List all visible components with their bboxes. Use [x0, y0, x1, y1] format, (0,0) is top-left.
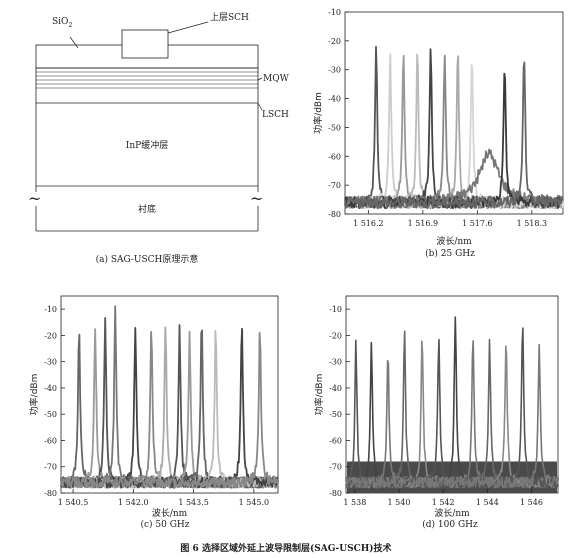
- sio2-label: SiO2: [52, 17, 72, 29]
- y-tick-label: -60: [328, 152, 341, 161]
- y-tick-label: -50: [328, 123, 341, 132]
- series-12-line: [345, 343, 559, 489]
- panel-d-caption: (d) 100 GHz: [422, 519, 478, 530]
- x-tick-label: 1 540.5: [58, 498, 89, 507]
- figure-caption: 图 6 选择区域外延上波导限制层(SAG-USCH)技术: [180, 542, 391, 554]
- y-tick-label: -30: [329, 358, 342, 367]
- panel-a-schematic: SiO2 上层SCH MQW LSCH InP缓冲层 衬底 ~ ~ (a) SA…: [28, 12, 290, 265]
- x-tick-label: 1 517.6: [462, 219, 493, 228]
- y-axis-label: 功率/dBm: [28, 374, 40, 416]
- y-tick-label: -50: [44, 410, 57, 419]
- y-tick-label: -40: [44, 384, 57, 393]
- y-axis-label: 功率/dBm: [313, 374, 325, 416]
- y-tick-label: -70: [329, 463, 342, 472]
- y-tick-label: -10: [44, 305, 57, 314]
- y-tick-label: -70: [44, 463, 57, 472]
- y-tick-label: -70: [328, 181, 341, 190]
- x-tick-label: 1 516.2: [353, 219, 384, 228]
- y-tick-label: -10: [328, 8, 341, 17]
- y-tick-label: -60: [329, 436, 342, 445]
- y-tick-label: -20: [328, 37, 341, 46]
- x-tick-label: 1 545.0: [239, 498, 270, 507]
- y-tick-label: -80: [329, 489, 342, 498]
- substrate-label: 衬底: [138, 203, 156, 215]
- x-tick-label: 1 542.0: [118, 498, 149, 507]
- mqw-label: MQW: [263, 74, 290, 84]
- x-tick-label: 1 538: [343, 498, 366, 507]
- panel-c-chart: -10 -20 -30 -40 -50 -60 -70 -801 540.5 1 542.0 1 …: [28, 295, 279, 530]
- x-tick-label: 1 543.5: [178, 498, 209, 507]
- y-tick-label: -40: [329, 384, 342, 393]
- y-axis-label: 功率/dBm: [312, 92, 324, 134]
- y-tick-label: -10: [329, 305, 342, 314]
- panel-c-caption: (c) 50 GHz: [140, 519, 189, 530]
- lsch-label: LSCH: [262, 110, 289, 120]
- x-axis-label: 波长/nm: [152, 507, 188, 519]
- y-tick-label: -80: [328, 210, 341, 219]
- y-tick-label: -50: [329, 410, 342, 419]
- y-tick-label: -20: [44, 331, 57, 340]
- y-tick-label: -40: [328, 95, 341, 104]
- panel-a-caption: (a) SAG-USCH原理示意: [96, 253, 199, 265]
- x-tick-label: 1 544: [476, 498, 499, 507]
- panel-b-chart: -10 -20 -30 -40 -50 -60 -70 -80 1 516.2 1 516.9 1 …: [312, 8, 564, 259]
- y-tick-label: -60: [44, 436, 57, 445]
- break-mark-right: ~: [250, 189, 263, 208]
- panel-b-caption: (b) 25 GHz: [425, 248, 475, 259]
- x-axis-label: 波长/nm: [436, 235, 472, 247]
- upper-sch-block: [121, 29, 169, 59]
- x-tick-label: 1 540: [388, 498, 411, 507]
- y-tick-label: -30: [44, 358, 57, 367]
- y-tick-label: -30: [328, 66, 341, 75]
- x-tick-label: 1 542: [432, 498, 455, 507]
- series-11-line: [344, 61, 564, 210]
- x-tick-label: 1 546: [520, 498, 543, 507]
- inp-buffer-label: InP缓冲层: [126, 139, 168, 151]
- y-tick-label: -20: [329, 331, 342, 340]
- series-13-line: [60, 331, 279, 489]
- y-tick-label: -80: [44, 489, 57, 498]
- upper-sch-label: 上层SCH: [210, 12, 249, 23]
- x-axis-label: 波长/nm: [434, 507, 470, 519]
- x-tick-label: 1 516.9: [408, 219, 439, 228]
- break-mark-left: ~: [28, 189, 41, 208]
- x-tick-label: 1 518.3: [517, 219, 548, 228]
- panel-d-chart: -10 -20 -30 -40 -50 -60 -70 -801 538 1 540 1 542 1…: [313, 295, 559, 530]
